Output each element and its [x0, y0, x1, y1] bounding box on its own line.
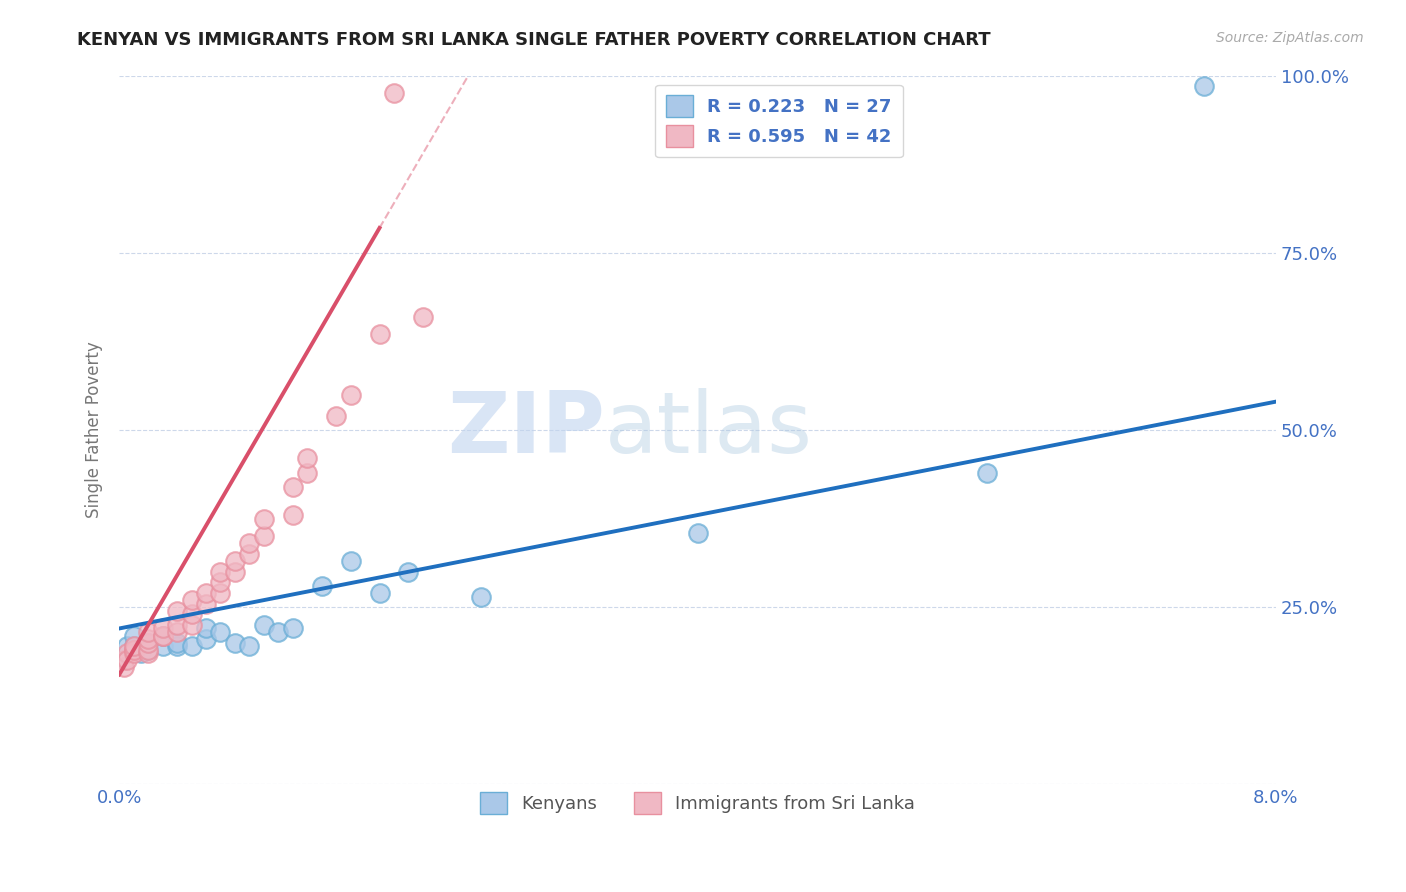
Point: [253, 511, 276, 525]
Point: [180, 593, 202, 607]
Point: [166, 604, 188, 618]
Point: [166, 625, 188, 640]
Point: [166, 635, 188, 649]
Point: [253, 529, 276, 543]
Point: [136, 625, 159, 640]
Point: [253, 618, 276, 632]
Point: [180, 618, 202, 632]
Point: [238, 547, 260, 561]
Point: [224, 554, 246, 568]
Point: [238, 639, 260, 653]
Point: [281, 508, 304, 522]
Point: [115, 639, 138, 653]
Text: atlas: atlas: [605, 389, 813, 472]
Point: [224, 565, 246, 579]
Point: [311, 579, 333, 593]
Point: [152, 639, 174, 653]
Y-axis label: Single Father Poverty: Single Father Poverty: [86, 342, 103, 518]
Point: [195, 597, 218, 611]
Point: [166, 618, 188, 632]
Point: [209, 586, 232, 600]
Point: [180, 639, 202, 653]
Point: [112, 660, 135, 674]
Point: [297, 451, 319, 466]
Point: [129, 646, 152, 660]
Point: [195, 632, 218, 646]
Point: [122, 639, 145, 653]
Point: [368, 586, 391, 600]
Point: [267, 625, 290, 640]
Point: [136, 646, 159, 660]
Point: [152, 629, 174, 643]
Point: [115, 653, 138, 667]
Point: [180, 607, 202, 622]
Point: [412, 310, 434, 324]
Point: [122, 646, 145, 660]
Point: [122, 639, 145, 653]
Point: [339, 387, 361, 401]
Point: [209, 565, 232, 579]
Point: [339, 554, 361, 568]
Text: Source: ZipAtlas.com: Source: ZipAtlas.com: [1216, 31, 1364, 45]
Point: [136, 635, 159, 649]
Point: [152, 622, 174, 636]
Point: [209, 575, 232, 590]
Point: [224, 635, 246, 649]
Point: [1192, 79, 1215, 94]
Point: [325, 409, 347, 423]
Point: [136, 642, 159, 657]
Point: [281, 622, 304, 636]
Text: ZIP: ZIP: [447, 389, 605, 472]
Point: [195, 586, 218, 600]
Point: [195, 622, 218, 636]
Point: [281, 480, 304, 494]
Point: [136, 632, 159, 646]
Point: [152, 629, 174, 643]
Text: KENYAN VS IMMIGRANTS FROM SRI LANKA SINGLE FATHER POVERTY CORRELATION CHART: KENYAN VS IMMIGRANTS FROM SRI LANKA SING…: [77, 31, 991, 49]
Point: [297, 466, 319, 480]
Point: [122, 642, 145, 657]
Point: [122, 629, 145, 643]
Point: [136, 642, 159, 657]
Point: [115, 646, 138, 660]
Point: [152, 629, 174, 643]
Point: [166, 639, 188, 653]
Point: [368, 327, 391, 342]
Point: [122, 642, 145, 657]
Point: [976, 466, 998, 480]
Legend: Kenyans, Immigrants from Sri Lanka: Kenyans, Immigrants from Sri Lanka: [470, 781, 927, 825]
Point: [470, 590, 492, 604]
Point: [209, 625, 232, 640]
Point: [382, 87, 405, 101]
Point: [112, 653, 135, 667]
Point: [686, 525, 709, 540]
Point: [238, 536, 260, 550]
Point: [398, 565, 420, 579]
Point: [136, 635, 159, 649]
